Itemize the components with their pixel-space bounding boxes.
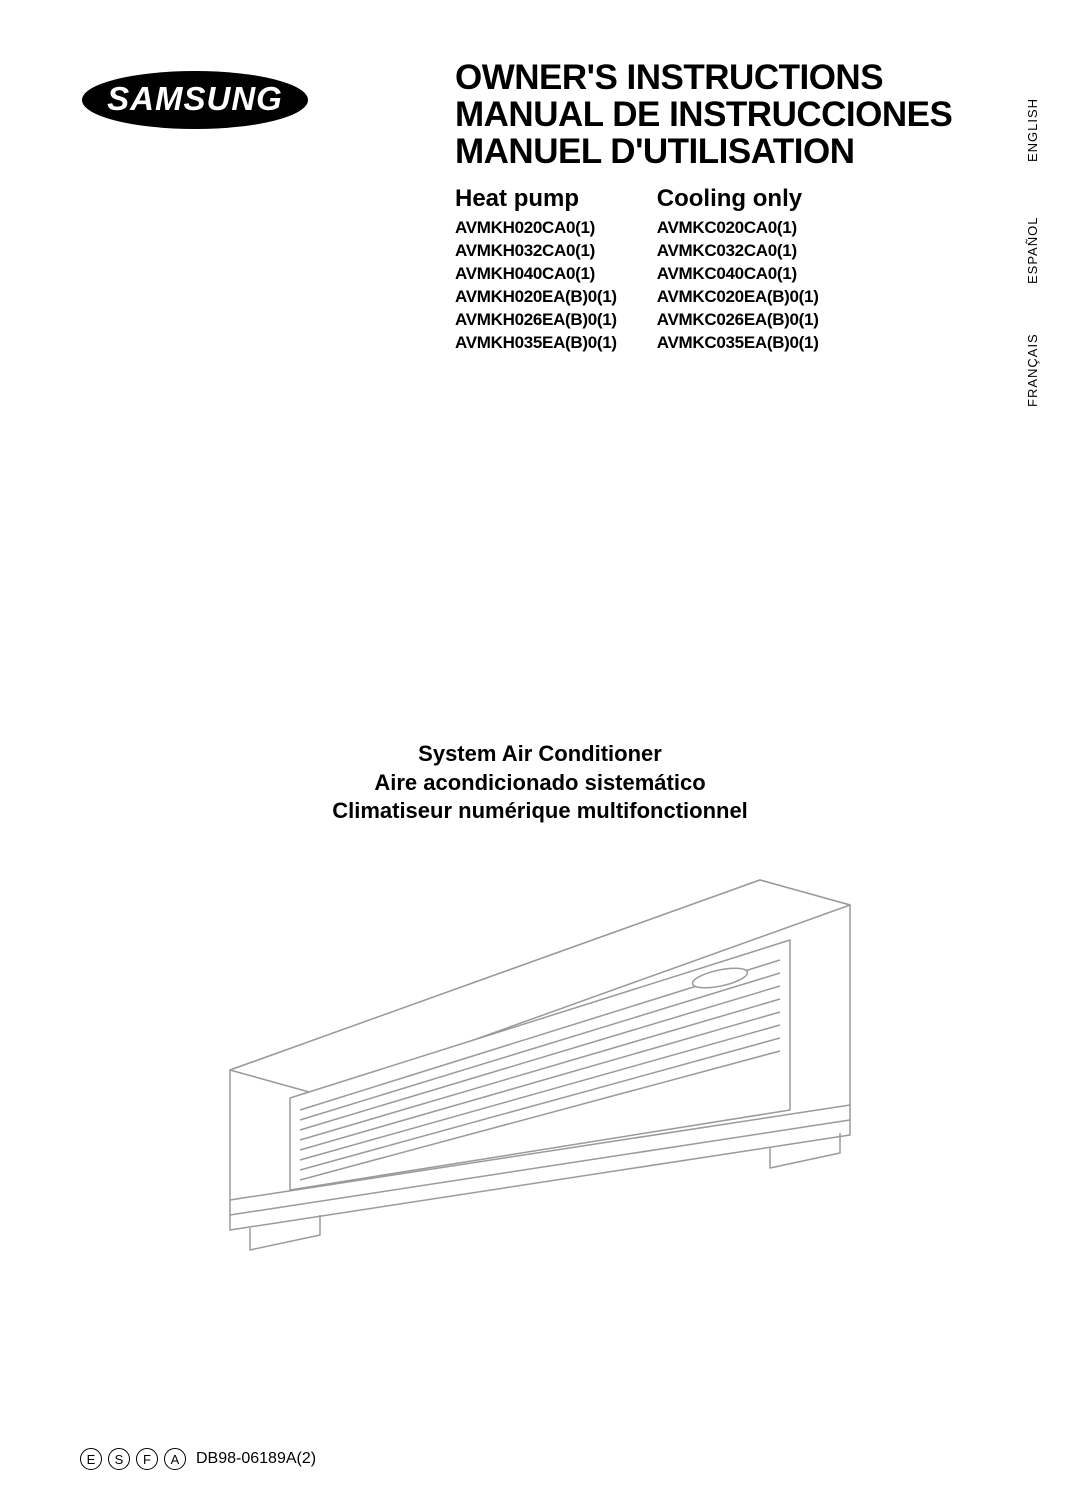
footer-circle-a: A: [164, 1448, 186, 1470]
footer-circle-f: F: [136, 1448, 158, 1470]
footer-code: DB98-06189A(2): [196, 1450, 316, 1468]
product-name-line: Climatiseur numérique multifonctionnel: [0, 797, 1080, 826]
models-block: Heat pump AVMKH020CA0(1) AVMKH032CA0(1) …: [455, 185, 819, 355]
model-item: AVMKC020CA0(1): [657, 217, 819, 240]
model-item: AVMKC026EA(B)0(1): [657, 309, 819, 332]
product-name-line: Aire acondicionado sistemático: [0, 769, 1080, 798]
lang-tab-english: ENGLISH: [1025, 85, 1040, 175]
product-illustration: [200, 870, 880, 1260]
language-tabs: ENGLISH ESPAÑOL FRANÇAIS: [1025, 85, 1040, 415]
samsung-logo: SAMSUNG: [80, 70, 310, 130]
logo-area: SAMSUNG: [80, 70, 310, 135]
title-block: OWNER'S INSTRUCTIONS MANUAL DE INSTRUCCI…: [455, 60, 952, 170]
title-line-2: MANUAL DE INSTRUCCIONES: [455, 97, 952, 134]
lang-tab-francais: FRANÇAIS: [1025, 325, 1040, 415]
product-name-block: System Air Conditioner Aire acondicionad…: [0, 740, 1080, 826]
model-item: AVMKC020EA(B)0(1): [657, 286, 819, 309]
model-item: AVMKH032CA0(1): [455, 240, 617, 263]
model-item: AVMKC032CA0(1): [657, 240, 819, 263]
model-col-cooling: Cooling only AVMKC020CA0(1) AVMKC032CA0(…: [657, 185, 819, 355]
model-item: AVMKH035EA(B)0(1): [455, 332, 617, 355]
model-item: AVMKC035EA(B)0(1): [657, 332, 819, 355]
footer-circle-s: S: [108, 1448, 130, 1470]
product-name-line: System Air Conditioner: [0, 740, 1080, 769]
model-heading-cooling: Cooling only: [657, 185, 819, 213]
model-item: AVMKH040CA0(1): [455, 263, 617, 286]
footer-circle-e: E: [80, 1448, 102, 1470]
model-item: AVMKH020CA0(1): [455, 217, 617, 240]
model-item: AVMKH026EA(B)0(1): [455, 309, 617, 332]
title-line-3: MANUEL D'UTILISATION: [455, 134, 952, 171]
model-item: AVMKH020EA(B)0(1): [455, 286, 617, 309]
title-line-1: OWNER'S INSTRUCTIONS: [455, 60, 952, 97]
model-item: AVMKC040CA0(1): [657, 263, 819, 286]
svg-text:SAMSUNG: SAMSUNG: [107, 80, 283, 117]
model-heading-heatpump: Heat pump: [455, 185, 617, 213]
lang-tab-espanol: ESPAÑOL: [1025, 205, 1040, 295]
footer: E S F A DB98-06189A(2): [80, 1448, 316, 1470]
model-col-heatpump: Heat pump AVMKH020CA0(1) AVMKH032CA0(1) …: [455, 185, 617, 355]
page: SAMSUNG OWNER'S INSTRUCTIONS MANUAL DE I…: [0, 0, 1080, 1510]
